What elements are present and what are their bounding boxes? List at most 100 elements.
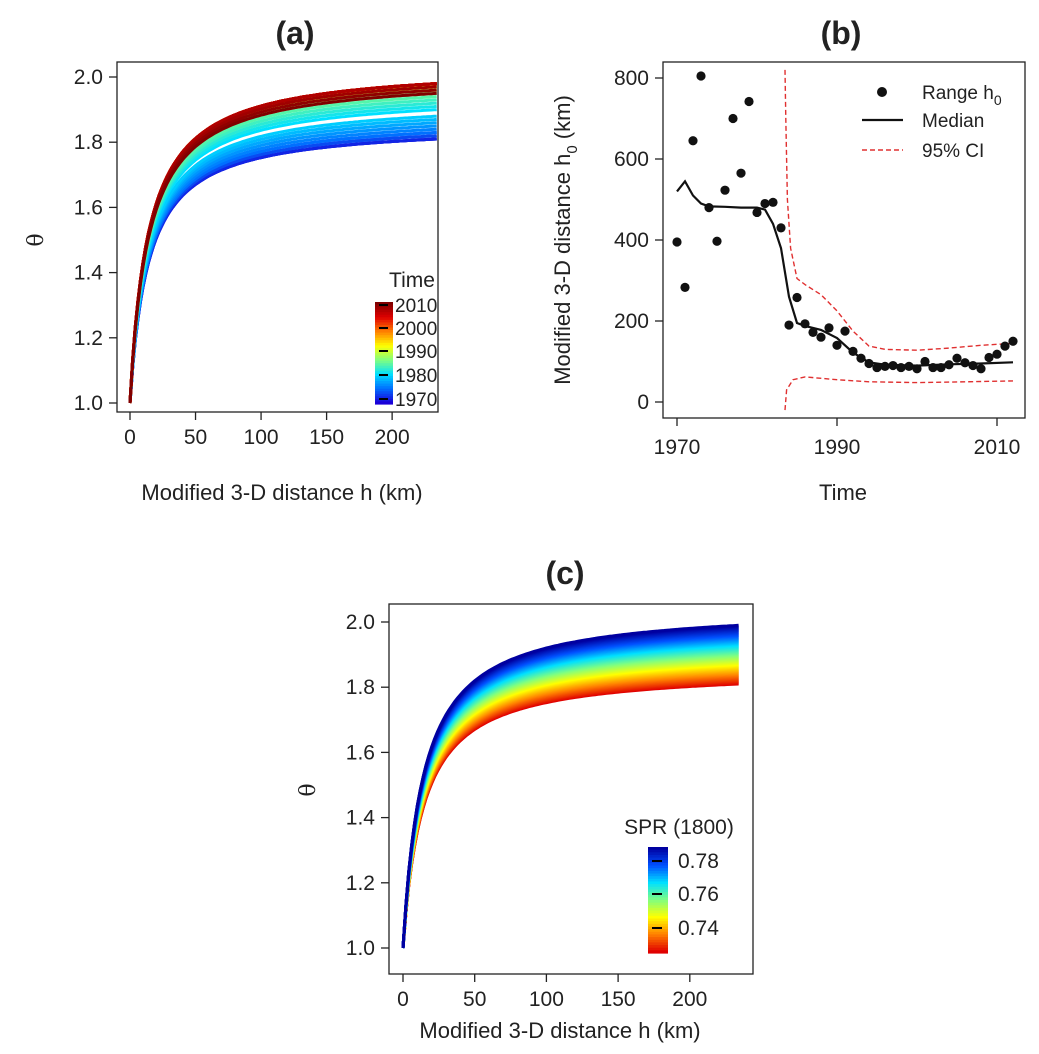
x-tick-label: 1970 [654, 436, 701, 459]
panel-a: (a) 1.0 1.2 1.4 1.6 1.8 2.0 0 50 100 150 200 θ Mo… [24, 15, 439, 505]
colorbar-segment [375, 337, 393, 341]
colorbar-segment [375, 322, 393, 326]
colorbar-segment [648, 902, 668, 906]
colorbar-segment [648, 939, 668, 943]
panel-c-x-ticks: 0 50 100 150 200 [397, 974, 707, 1011]
colorbar-segment [375, 330, 393, 334]
data-point-2007 [968, 360, 978, 371]
data-point-1984 [784, 320, 794, 330]
panel-a-plot-frame [116, 61, 439, 413]
colorbar-segment [648, 915, 668, 920]
colorbar-segment [375, 391, 393, 395]
data-point-2004 [944, 360, 954, 370]
y-tick-label: 1.8 [346, 676, 375, 699]
colorbar-segment [648, 849, 668, 853]
series-line-1985 [128, 98, 437, 404]
data-point-1987 [808, 327, 818, 337]
colorbar-segment [375, 396, 393, 400]
y-tick-label: 1.0 [346, 937, 375, 960]
panel-c: (c) 1.0 1.2 1.4 1.6 1.8 2.0 0 50 100 150 200 θ Mo… [296, 555, 754, 1043]
y-tick-label: 1.4 [74, 262, 104, 285]
x-tick-label: 150 [309, 426, 344, 449]
data-point-1996 [880, 361, 890, 371]
ci-upper-line [784, 69, 1014, 351]
colorbar-segment [648, 878, 668, 883]
data-point-1976 [720, 185, 730, 195]
panel-a-y-ticks: 1.0 1.2 1.4 1.6 1.8 2.0 [74, 66, 117, 415]
colorbar-segment [375, 378, 393, 382]
colorbar-segment [375, 383, 393, 387]
panel-a-ylabel: θ [24, 233, 49, 246]
colorbar-segment [648, 862, 668, 867]
colorbar-segment [648, 907, 668, 912]
legend-median-label: Median [922, 111, 984, 132]
colorbar-label: 0.74 [678, 917, 719, 940]
panel-a-colorbar-title: Time [389, 269, 435, 292]
y-tick-label: 1.2 [74, 327, 103, 350]
legend-range-marker [877, 87, 887, 97]
data-point-1985 [792, 292, 802, 303]
colorbar-segment [648, 910, 668, 914]
data-point-1993 [856, 353, 866, 363]
panel-c-title: (c) [545, 555, 584, 591]
y-tick-label: 1.8 [74, 131, 103, 154]
colorbar-segment [375, 375, 393, 380]
colorbar-segment [375, 345, 393, 349]
ci-lower-line [784, 376, 1014, 411]
y-tick-label: 2.0 [74, 66, 103, 89]
panel-c-plot-frame [388, 603, 754, 975]
colorbar-segment [648, 876, 668, 880]
data-point-1990 [832, 340, 842, 350]
series-line-1984 [128, 101, 437, 404]
data-point-2010 [992, 349, 1002, 359]
colorbar-segment [375, 388, 393, 392]
x-tick-label: 2010 [974, 436, 1021, 459]
colorbar-segment [648, 857, 668, 861]
colorbar-segment [375, 324, 393, 329]
colorbar-segment [375, 358, 393, 362]
panel-a-title: (a) [275, 15, 314, 51]
data-point-2003 [936, 362, 946, 373]
colorbar-segment [375, 317, 393, 321]
data-point-1986 [800, 319, 810, 329]
colorbar-segment [648, 931, 668, 936]
panel-c-y-ticks: 1.0 1.2 1.4 1.6 1.8 2.0 [346, 611, 389, 960]
data-point-1997 [888, 360, 898, 371]
colorbar-segment [648, 918, 668, 922]
colorbar-segment [375, 342, 393, 346]
x-tick-label: 200 [672, 988, 707, 1011]
data-point-1981 [760, 198, 770, 209]
colorbar-segment [375, 363, 393, 367]
x-tick-label: 150 [601, 988, 636, 1011]
panel-b-y-ticks: 0 200 400 600 800 [614, 67, 663, 414]
x-tick-label: 200 [375, 426, 410, 449]
colorbar-segment [375, 347, 393, 352]
y-tick-label: 1.0 [74, 392, 103, 415]
data-point-2001 [920, 356, 930, 367]
panel-b-ci-lines [784, 69, 1014, 411]
data-point-1971 [680, 282, 690, 292]
x-tick-label: 100 [244, 426, 279, 449]
colorbar-segment [648, 886, 668, 890]
colorbar-segment [648, 937, 668, 941]
data-point-1995 [872, 362, 882, 373]
x-tick-label: 50 [184, 426, 207, 449]
y-tick-label: 800 [614, 67, 649, 90]
panel-c-xlabel: Modified 3-D distance h (km) [419, 1018, 700, 1043]
x-tick-label: 0 [124, 426, 136, 449]
panel-b: (b) 0 200 400 600 800 1970 1990 2010 Time Modi… [550, 15, 1026, 505]
legend-range-label: Range h0 [922, 83, 1002, 108]
panel-b-title: (b) [821, 15, 862, 51]
panel-b-legend: Range h0 Median 95% CI [862, 83, 1002, 162]
colorbar-label: 1970 [395, 390, 437, 411]
data-point-1980 [752, 207, 762, 218]
colorbar-segment [648, 942, 668, 946]
panel-b-x-ticks: 1970 1990 2010 [654, 418, 1021, 459]
y-tick-label: 0 [637, 391, 649, 414]
y-tick-label: 1.6 [74, 196, 103, 219]
panel-c-curves [401, 623, 739, 949]
colorbar-segment [375, 350, 393, 354]
colorbar-segment [375, 302, 393, 306]
colorbar-segment [375, 368, 393, 372]
panel-b-xlabel: Time [819, 480, 867, 505]
